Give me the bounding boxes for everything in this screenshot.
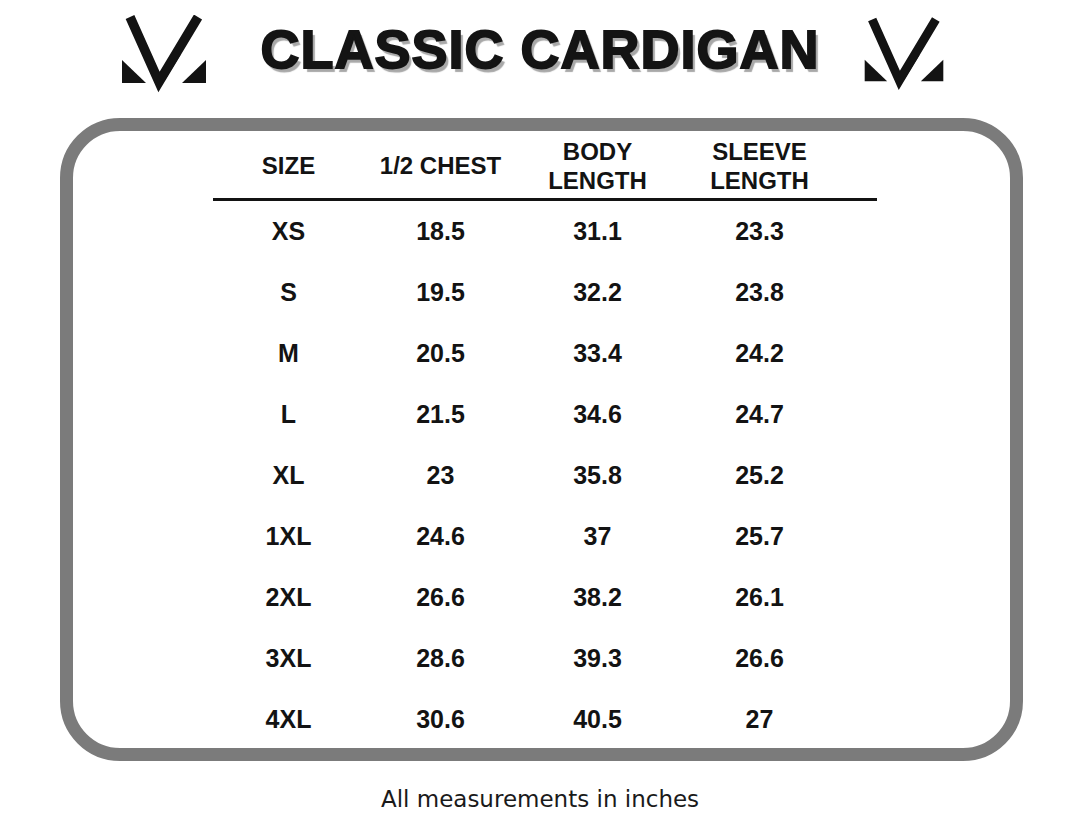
table-row: 2XL 26.6 38.2 26.1 [213, 567, 877, 628]
table-cell-size: 3XL [213, 644, 364, 673]
table-cell-size: 2XL [213, 583, 364, 612]
table-row: XL 23 35.8 25.2 [213, 445, 877, 506]
table-cell-sleeve-length: 26.6 [678, 644, 877, 673]
column-header-sleeve-length: SLEEVE LENGTH [678, 137, 877, 196]
table-cell-size: XL [213, 461, 364, 490]
table-cell-half-chest: 26.6 [364, 583, 517, 612]
table-row: 4XL 30.6 40.5 27 [213, 689, 877, 750]
column-header-half-chest: 1/2 CHEST [364, 151, 517, 180]
table-row: M 20.5 33.4 24.2 [213, 323, 877, 384]
table-cell-half-chest: 19.5 [364, 278, 517, 307]
table-cell-half-chest: 24.6 [364, 522, 517, 551]
table-row: XS 18.5 31.1 23.3 [213, 201, 877, 262]
table-cell-size: L [213, 400, 364, 429]
table-cell-half-chest: 20.5 [364, 339, 517, 368]
table-cell-sleeve-length: 24.7 [678, 400, 877, 429]
table-cell-size: 1XL [213, 522, 364, 551]
measurements-note: All measurements in inches [0, 786, 1080, 812]
table-cell-sleeve-length: 24.2 [678, 339, 877, 368]
size-chart-table: SIZE 1/2 CHEST BODY LENGTH SLEEVE LENGTH… [213, 134, 877, 750]
table-cell-body-length: 39.3 [517, 644, 678, 673]
table-row: 1XL 24.6 37 25.7 [213, 506, 877, 567]
size-chart-header-row: SIZE 1/2 CHEST BODY LENGTH SLEEVE LENGTH [213, 134, 877, 201]
table-cell-size: 4XL [213, 705, 364, 734]
table-cell-half-chest: 23 [364, 461, 517, 490]
table-cell-size: S [213, 278, 364, 307]
table-cell-sleeve-length: 23.3 [678, 217, 877, 246]
table-cell-sleeve-length: 25.7 [678, 522, 877, 551]
table-cell-half-chest: 18.5 [364, 217, 517, 246]
table-cell-size: XS [213, 217, 364, 246]
table-cell-half-chest: 28.6 [364, 644, 517, 673]
m-logo-icon [860, 15, 948, 97]
size-chart-page: CLASSIC CARDIGAN SIZE 1/2 CHEST BODY LEN… [0, 0, 1080, 834]
table-row: S 19.5 32.2 23.8 [213, 262, 877, 323]
table-cell-body-length: 31.1 [517, 217, 678, 246]
table-cell-half-chest: 30.6 [364, 705, 517, 734]
table-cell-half-chest: 21.5 [364, 400, 517, 429]
column-header-label: SIZE [262, 152, 315, 179]
table-cell-sleeve-length: 25.2 [678, 461, 877, 490]
table-row: L 21.5 34.6 24.7 [213, 384, 877, 445]
table-cell-sleeve-length: 26.1 [678, 583, 877, 612]
column-header-size: SIZE [213, 151, 364, 180]
table-cell-body-length: 32.2 [517, 278, 678, 307]
table-cell-body-length: 38.2 [517, 583, 678, 612]
table-cell-sleeve-length: 27 [678, 705, 877, 734]
size-chart-body: XS 18.5 31.1 23.3 S 19.5 32.2 23.8 M 20.… [213, 201, 877, 750]
table-cell-body-length: 37 [517, 522, 678, 551]
table-cell-size: M [213, 339, 364, 368]
table-cell-body-length: 34.6 [517, 400, 678, 429]
column-header-label: SLEEVE LENGTH [695, 137, 825, 196]
table-cell-body-length: 40.5 [517, 705, 678, 734]
table-cell-body-length: 33.4 [517, 339, 678, 368]
column-header-body-length: BODY LENGTH [517, 137, 678, 196]
table-cell-body-length: 35.8 [517, 461, 678, 490]
table-row: 3XL 28.6 39.3 26.6 [213, 628, 877, 689]
column-header-label: BODY LENGTH [533, 137, 663, 196]
column-header-label: 1/2 CHEST [380, 152, 501, 179]
table-cell-sleeve-length: 23.8 [678, 278, 877, 307]
brand-logo-right [860, 15, 948, 97]
